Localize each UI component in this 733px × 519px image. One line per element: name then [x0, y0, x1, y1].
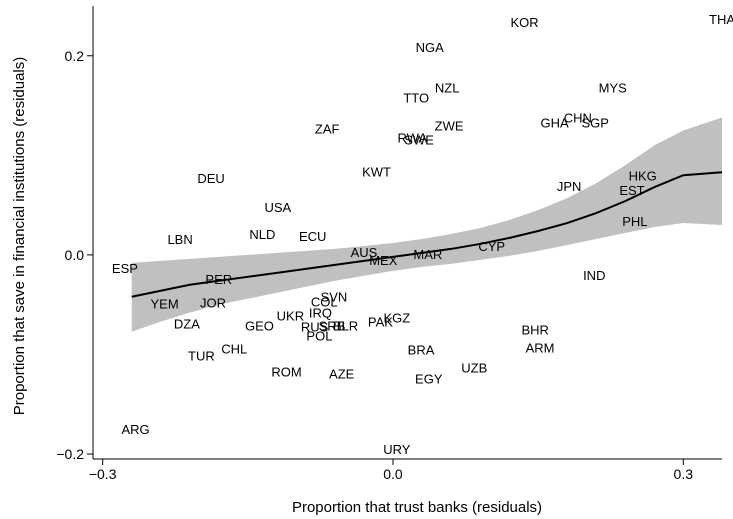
point-label-arm: ARM — [526, 340, 555, 355]
point-label-est: EST — [619, 183, 644, 198]
point-label-rom: ROM — [271, 364, 301, 379]
fit-line — [131, 171, 723, 298]
point-label-sgp: SGP — [581, 115, 608, 130]
point-label-mex: MEX — [369, 253, 398, 268]
fit-line-layer — [131, 171, 723, 298]
point-label-geo: GEO — [245, 319, 274, 334]
point-label-nzl: NZL — [435, 81, 460, 96]
point-label-jpn: JPN — [557, 179, 582, 194]
point-label-ecu: ECU — [299, 229, 326, 244]
point-label-jor: JOR — [200, 296, 226, 311]
point-label-dza: DZA — [174, 317, 200, 332]
point-label-pol: POL — [306, 329, 332, 344]
y-axis-title: Proportion that save in financial instit… — [11, 57, 28, 416]
ticks-layer: −0.3 0.0 0.3 −0.2 0.0 0.2 — [56, 48, 693, 482]
point-label-kgz: KGZ — [383, 311, 410, 326]
point-label-chn: CHN — [564, 111, 592, 126]
point-label-pak: PAK — [368, 315, 393, 330]
point-label-ury: URY — [383, 442, 411, 457]
point-label-bra: BRA — [408, 342, 435, 357]
point-label-srb: SRB — [319, 319, 346, 334]
x-tick-label: 0.0 — [383, 466, 403, 482]
point-label-tur: TUR — [188, 348, 215, 363]
y-tick-label: 0.2 — [65, 48, 85, 64]
point-label-rwa: RWA — [398, 130, 428, 145]
point-label-egy: EGY — [415, 371, 443, 386]
y-tick-label: −0.2 — [56, 446, 84, 462]
point-label-kor: KOR — [511, 15, 539, 30]
point-label-swe: SWE — [404, 132, 434, 147]
point-label-gha: GHA — [541, 115, 570, 130]
point-label-yem: YEM — [151, 297, 179, 312]
point-label-zaf: ZAF — [315, 121, 340, 136]
confidence-band — [131, 117, 722, 332]
point-label-nga: NGA — [416, 40, 445, 55]
point-label-irq: IRQ — [309, 306, 332, 321]
point-label-uzb: UZB — [461, 360, 487, 375]
point-label-arg: ARG — [121, 422, 149, 437]
point-label-aus: AUS — [351, 245, 378, 260]
point-label-blr: BLR — [333, 319, 358, 334]
axes-layer — [92, 6, 722, 460]
point-label-esp: ESP — [112, 261, 138, 276]
x-tick-label: −0.3 — [89, 466, 117, 482]
point-label-per: PER — [205, 272, 232, 287]
point-label-tha: THA — [709, 12, 733, 27]
point-label-svn: SVN — [321, 290, 348, 305]
point-label-ukr: UKR — [277, 309, 304, 324]
point-label-rus: RUS — [301, 320, 329, 335]
point-label-tto: TTO — [403, 91, 429, 106]
point-label-ind: IND — [583, 268, 605, 283]
point-label-bhr: BHR — [522, 323, 549, 338]
point-label-phl: PHL — [622, 214, 647, 229]
x-tick-label: 0.3 — [674, 466, 694, 482]
point-label-nld: NLD — [249, 227, 275, 242]
point-label-zwe: ZWE — [435, 118, 464, 133]
point-label-cyp: CYP — [478, 239, 505, 254]
point-label-kwt: KWT — [362, 164, 391, 179]
y-tick-label: 0.0 — [65, 247, 85, 263]
confidence-band-layer — [131, 117, 722, 332]
point-label-mys: MYS — [599, 81, 628, 96]
point-label-hkg: HKG — [629, 168, 657, 183]
x-axis-title: Proportion that trust banks (residuals) — [292, 499, 542, 516]
point-label-deu: DEU — [197, 171, 224, 186]
point-label-lbn: LBN — [167, 232, 192, 247]
point-label-aze: AZE — [329, 366, 355, 381]
point-label-mar: MAR — [413, 247, 442, 262]
point-label-chl: CHL — [221, 341, 247, 356]
point-label-col: COL — [311, 295, 338, 310]
point-label-usa: USA — [264, 200, 291, 215]
